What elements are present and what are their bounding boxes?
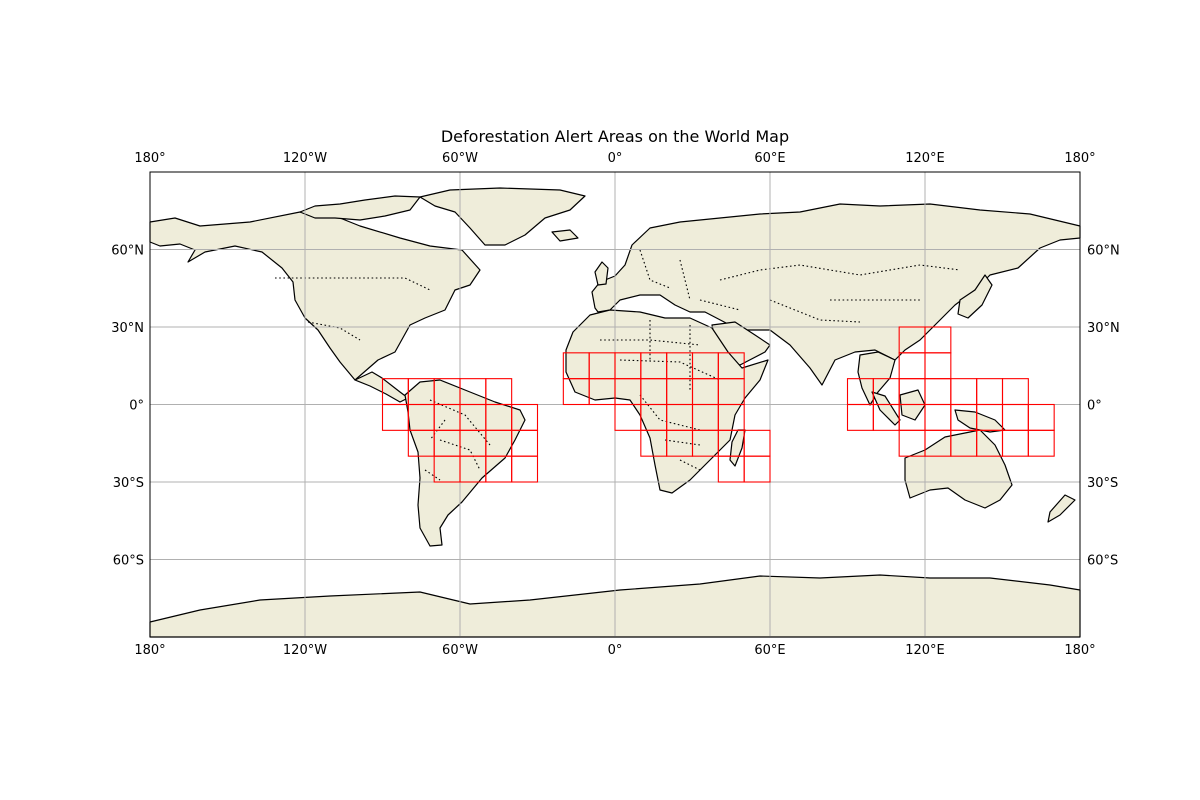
- lon-tick-label-top: 120°W: [283, 151, 327, 166]
- lat-tick-label-right: 0°: [1087, 399, 1102, 414]
- lat-tick-label-left: 30°N: [111, 321, 144, 336]
- lat-tick-label-left: 30°S: [113, 476, 144, 491]
- north-america-landmass: [149, 211, 481, 381]
- alert-region-group: [846, 326, 1055, 457]
- alert-area-box: [511, 455, 539, 483]
- sumatra-landmass: [871, 391, 901, 426]
- lon-tick-label-bottom: 60°W: [442, 643, 478, 658]
- alert-area-box: [1027, 429, 1055, 457]
- map-panel: [149, 171, 1081, 638]
- lon-tick-label-top: 120°E: [905, 151, 945, 166]
- lat-tick-label-right: 60°N: [1087, 244, 1120, 259]
- lon-tick-label-bottom: 120°E: [905, 643, 945, 658]
- british-isles-landmass: [594, 261, 609, 286]
- australia-landmass: [904, 429, 1013, 509]
- lat-tick-label-left: 0°: [129, 399, 144, 414]
- country-borders: [275, 249, 961, 481]
- lon-tick-label-top: 60°W: [442, 151, 478, 166]
- lon-tick-label-bottom: 180°: [134, 643, 165, 658]
- lon-tick-label-top: 180°: [1064, 151, 1095, 166]
- greenland-landmass: [419, 187, 586, 246]
- japan-landmass: [957, 274, 993, 319]
- lon-tick-label-bottom: 120°W: [283, 643, 327, 658]
- lat-tick-label-left: 60°N: [111, 244, 144, 259]
- lon-tick-label-top: 0°: [608, 151, 623, 166]
- lat-tick-label-left: 60°S: [113, 554, 144, 569]
- lat-tick-label-right: 30°N: [1087, 321, 1120, 336]
- iceland-landmass: [551, 229, 579, 242]
- new-zealand-landmass: [1047, 494, 1076, 523]
- alert-region-group: [562, 352, 771, 483]
- alert-region-group: [381, 378, 539, 483]
- lon-tick-label-bottom: 180°: [1064, 643, 1095, 658]
- lat-tick-label-right: 30°S: [1087, 476, 1118, 491]
- lon-tick-label-top: 180°: [134, 151, 165, 166]
- lon-tick-label-top: 60°E: [754, 151, 785, 166]
- south-america-borders: [424, 399, 491, 481]
- map-frame: [149, 171, 1081, 638]
- usa-canada-border: [275, 277, 431, 291]
- axis-labels: 180° 180° 120°W 120°W 60°W 60°W 0° 0° 60°E 60°E 12…: [111, 151, 1120, 658]
- south-america-landmass: [404, 379, 526, 547]
- new-guinea-landmass: [954, 409, 1006, 433]
- arctic-islands-landmass: [299, 195, 421, 221]
- map-title: Deforestation Alert Areas on the World M…: [441, 127, 789, 146]
- lon-tick-label-bottom: 60°E: [754, 643, 785, 658]
- lat-tick-label-right: 60°S: [1087, 554, 1118, 569]
- alert-boxes: [381, 326, 1055, 483]
- lon-tick-label-bottom: 0°: [608, 643, 623, 658]
- alert-area-box: [743, 455, 771, 483]
- africa-borders: [600, 320, 721, 471]
